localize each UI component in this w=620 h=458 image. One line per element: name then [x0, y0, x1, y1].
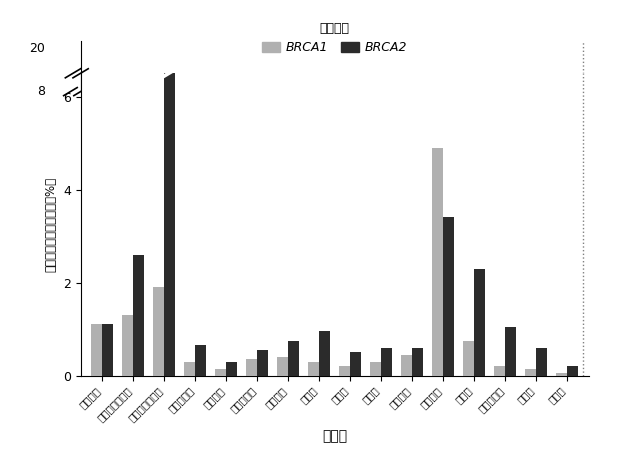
Bar [536, 348, 547, 376]
Bar [123, 333, 133, 377]
Bar [371, 362, 381, 376]
Bar [474, 268, 485, 376]
Bar [433, 213, 443, 377]
Bar [474, 300, 485, 377]
Bar [309, 367, 319, 377]
Bar [226, 362, 237, 376]
Bar [288, 352, 299, 377]
Bar [381, 357, 392, 377]
Bar [505, 327, 516, 376]
Bar [350, 352, 361, 376]
Bar [195, 345, 206, 376]
Bar [102, 340, 113, 377]
Bar [463, 341, 474, 376]
Bar [216, 369, 226, 376]
Bar [309, 362, 319, 376]
Bar [495, 371, 505, 377]
Bar [495, 366, 505, 376]
Bar [412, 348, 423, 376]
Bar [278, 357, 288, 376]
Bar [319, 332, 330, 376]
Bar [443, 263, 454, 377]
Bar [154, 287, 164, 376]
Bar [185, 362, 195, 376]
Bar [102, 324, 113, 376]
Bar [92, 340, 102, 377]
Bar [226, 367, 237, 377]
Bar [381, 348, 392, 376]
Bar [505, 342, 516, 377]
Bar [164, 75, 175, 377]
Bar [216, 372, 226, 377]
Text: 8: 8 [37, 85, 45, 98]
Bar [402, 354, 412, 376]
Bar [288, 341, 299, 376]
Bar [526, 372, 536, 377]
Bar [247, 359, 257, 376]
Bar [185, 367, 195, 377]
Bar [340, 366, 350, 376]
Bar [123, 315, 133, 376]
Bar [536, 357, 547, 377]
Bar [443, 218, 454, 376]
Bar [567, 371, 578, 377]
Bar [557, 376, 567, 377]
Bar [154, 313, 164, 377]
Bar [371, 367, 381, 377]
Legend: BRCA1, BRCA2: BRCA1, BRCA2 [257, 17, 412, 60]
Bar [402, 362, 412, 377]
Bar [557, 373, 567, 376]
X-axis label: がん種: がん種 [322, 429, 347, 443]
Bar [567, 366, 578, 376]
Bar [526, 369, 536, 376]
Bar [412, 357, 423, 377]
Bar [195, 355, 206, 377]
Bar [257, 359, 268, 377]
Bar [133, 255, 144, 376]
Bar [433, 147, 443, 376]
Y-axis label: 病的バリアント保持率（%）: 病的バリアント保持率（%） [44, 177, 57, 272]
Bar [278, 364, 288, 377]
Bar [340, 371, 350, 377]
Bar [133, 290, 144, 377]
Text: 20: 20 [29, 42, 45, 55]
Bar [257, 350, 268, 376]
Bar [463, 352, 474, 377]
Bar [319, 345, 330, 377]
Bar [350, 360, 361, 377]
Bar [92, 324, 102, 376]
Bar [164, 0, 175, 376]
Bar [247, 365, 257, 377]
